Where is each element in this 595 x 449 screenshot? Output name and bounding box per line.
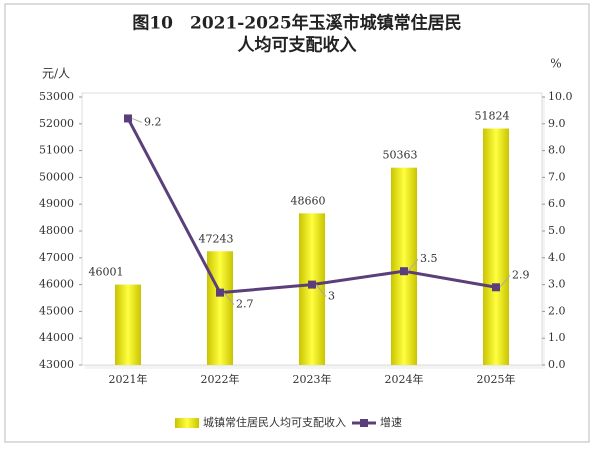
y-tick-label: 45000 — [39, 304, 74, 317]
line-value-label: 2.7 — [236, 298, 254, 311]
line-value-label: 2.9 — [512, 268, 530, 281]
leader-line — [499, 274, 511, 288]
y2-tick-label: 4.0 — [548, 251, 566, 264]
y-tick-label: 53000 — [39, 90, 74, 103]
leader-line — [407, 258, 419, 272]
bar — [483, 128, 509, 365]
y2-tick-label: 5.0 — [548, 224, 566, 237]
line-marker — [124, 114, 132, 123]
y-tick-label: 49000 — [39, 197, 74, 210]
chart-title: 图10 2021-2025年玉溪市城镇常住居民 — [132, 13, 461, 34]
line-marker — [216, 288, 224, 297]
x-tick-label: 2024年 — [385, 372, 424, 386]
bar-value-label: 46001 — [89, 266, 124, 279]
y2-tick-label: 0.0 — [548, 358, 566, 371]
bar — [299, 213, 325, 365]
y2-tick-label: 8.0 — [548, 144, 566, 157]
y-tick-label: 50000 — [39, 170, 74, 183]
line-value-label: 3.5 — [420, 252, 438, 265]
y-tick-label: 46000 — [39, 278, 74, 291]
line-value-label: 3 — [328, 290, 335, 303]
y-tick-label: 52000 — [39, 117, 74, 130]
x-tick-label: 2021年 — [109, 372, 148, 386]
y-tick-label: 44000 — [39, 331, 74, 344]
bar-value-label: 47243 — [199, 232, 234, 245]
line-marker — [308, 280, 316, 289]
y-tick-label: 43000 — [39, 358, 74, 371]
legend-swatch — [360, 419, 368, 427]
legend-label: 增速 — [380, 415, 402, 429]
leader-line — [223, 292, 235, 305]
bar-value-label: 51824 — [475, 110, 510, 123]
legend-swatch — [175, 418, 199, 428]
y-axis-label: 元/人 — [42, 67, 70, 81]
y2-tick-label: 7.0 — [548, 170, 566, 183]
line-marker — [400, 267, 408, 276]
y-tick-label: 51000 — [39, 144, 74, 157]
y2-tick-label: 9.0 — [548, 117, 566, 130]
bar-value-label: 48660 — [291, 194, 326, 207]
y2-tick-label: 3.0 — [548, 278, 566, 291]
legend-label: 城镇常住居民人均可支配收入 — [203, 415, 346, 429]
y-tick-label: 48000 — [39, 224, 74, 237]
line-marker — [492, 283, 500, 292]
chart-title: 人均可支配收入 — [238, 35, 357, 56]
bar — [391, 167, 417, 365]
leader-line — [131, 117, 143, 123]
y2-axis-label: % — [550, 57, 561, 71]
x-tick-label: 2022年 — [201, 372, 240, 386]
leader-line — [315, 284, 327, 297]
y2-tick-label: 10.0 — [548, 90, 573, 103]
y2-tick-label: 6.0 — [548, 197, 566, 210]
bar — [115, 284, 141, 365]
bar — [207, 251, 233, 365]
y2-tick-label: 1.0 — [548, 331, 566, 344]
y-tick-label: 47000 — [39, 251, 74, 264]
bar-value-label: 50363 — [383, 149, 418, 162]
line-value-label: 9.2 — [144, 115, 162, 128]
y2-tick-label: 2.0 — [548, 304, 566, 317]
x-tick-label: 2025年 — [477, 372, 516, 386]
x-tick-label: 2023年 — [293, 372, 332, 386]
